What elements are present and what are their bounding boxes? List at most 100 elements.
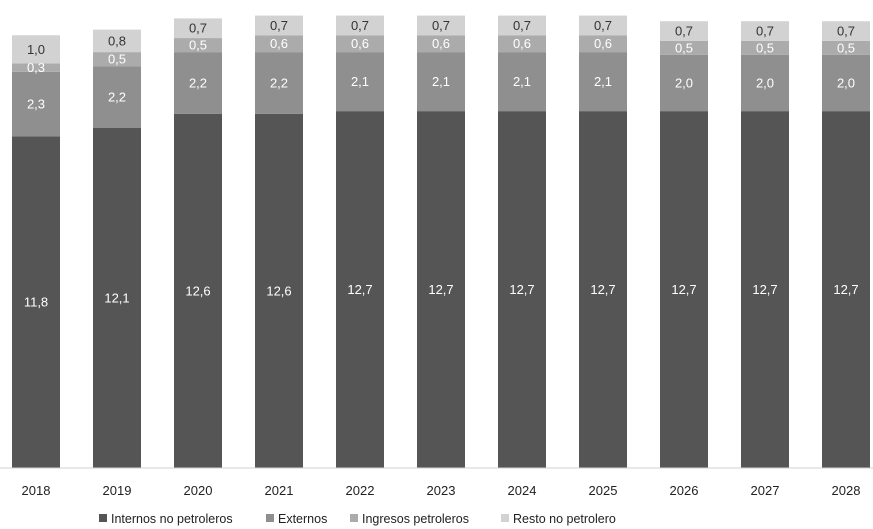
data-label: 12,7 <box>833 282 858 297</box>
bar-segment <box>741 54 789 112</box>
bar-segment <box>741 21 789 41</box>
bar-segment <box>417 15 465 36</box>
x-tick-labels: 2018 2019 2020 2021 2022 2023 2024 2025 2026 2027… <box>22 483 861 498</box>
bar-segment <box>498 111 546 468</box>
x-tick-label: 2023 <box>427 483 456 498</box>
bar-segment <box>336 15 384 36</box>
bar-segment <box>417 111 465 468</box>
bar-segment <box>498 52 546 112</box>
bar-segment <box>12 63 60 72</box>
bar-segment <box>417 35 465 53</box>
data-label: 0,6 <box>594 36 612 51</box>
x-tick-label: 2026 <box>670 483 699 498</box>
data-label: 0,6 <box>513 36 531 51</box>
data-label: 0,7 <box>432 18 450 33</box>
bar-segment <box>93 29 141 53</box>
bar-segment <box>822 40 870 55</box>
bar-segment <box>822 54 870 112</box>
data-label: 12,1 <box>104 290 129 305</box>
bar-segment <box>660 111 708 468</box>
bar-segment <box>93 66 141 128</box>
bar-segment <box>417 52 465 112</box>
data-label: 2,0 <box>837 76 855 91</box>
data-label: 0,5 <box>756 40 774 55</box>
legend-swatch <box>501 514 509 522</box>
bar-segment <box>579 111 627 468</box>
bar-segment <box>336 111 384 468</box>
data-label: 0,5 <box>837 40 855 55</box>
data-label: 0,7 <box>594 18 612 33</box>
bar-segment <box>579 35 627 53</box>
bar-segment <box>174 113 222 468</box>
legend-label: Externos <box>278 512 327 526</box>
data-label: 0,6 <box>270 36 288 51</box>
data-label: 12,6 <box>266 283 291 298</box>
bar-segment <box>255 52 303 114</box>
bar-segment <box>255 15 303 36</box>
data-label: 2,3 <box>27 97 45 112</box>
data-label: 2,2 <box>270 76 288 91</box>
legend: Internos no petroleros Externos Ingresos p… <box>99 512 616 526</box>
data-label: 2,1 <box>432 74 450 89</box>
data-label: 0,5 <box>189 38 207 53</box>
x-tick-label: 2025 <box>589 483 618 498</box>
x-tick-label: 2028 <box>832 483 861 498</box>
x-tick-label: 2022 <box>346 483 375 498</box>
x-tick-label: 2024 <box>508 483 537 498</box>
data-label: 12,7 <box>509 282 534 297</box>
bar-segment <box>12 35 60 64</box>
x-tick-label: 2018 <box>22 483 51 498</box>
bar-segment <box>660 54 708 112</box>
bar-segment <box>660 21 708 41</box>
legend-label: Resto no petrolero <box>513 512 616 526</box>
data-label: 2,1 <box>594 74 612 89</box>
bars-layer: 11,82,30,31,012,12,20,50,812,62,20,50,71… <box>12 15 870 469</box>
data-label: 12,7 <box>428 282 453 297</box>
data-label: 0,7 <box>513 18 531 33</box>
data-label: 0,5 <box>675 40 693 55</box>
data-label: 0,6 <box>432 36 450 51</box>
data-label: 0,5 <box>108 52 126 67</box>
bar-segment <box>93 52 141 67</box>
data-label: 2,1 <box>513 74 531 89</box>
bar-segment <box>822 21 870 41</box>
data-label: 0,7 <box>351 18 369 33</box>
data-label: 12,7 <box>752 282 777 297</box>
bar-segment <box>12 71 60 137</box>
legend-label: Internos no petroleros <box>111 512 233 526</box>
data-label: 0,6 <box>351 36 369 51</box>
bar-segment <box>174 18 222 39</box>
bar-segment <box>579 15 627 36</box>
legend-label: Ingresos petroleros <box>362 512 469 526</box>
legend-swatch <box>99 514 107 522</box>
legend-swatch <box>266 514 274 522</box>
data-label: 0,7 <box>756 24 774 39</box>
data-label: 2,2 <box>108 90 126 105</box>
bar-segment <box>579 52 627 112</box>
bar-segment <box>336 52 384 112</box>
x-tick-label: 2021 <box>265 483 294 498</box>
bar-segment <box>741 40 789 55</box>
data-label: 1,0 <box>27 42 45 57</box>
data-label: 12,7 <box>671 282 696 297</box>
bar-segment <box>255 35 303 53</box>
data-label: 0,7 <box>189 21 207 36</box>
data-label: 2,1 <box>351 74 369 89</box>
x-tick-label: 2027 <box>751 483 780 498</box>
bar-segment <box>174 38 222 53</box>
data-label: 11,8 <box>24 295 48 310</box>
bar-segment <box>498 15 546 36</box>
bar-segment <box>93 127 141 469</box>
data-label: 0,3 <box>27 60 45 75</box>
data-label: 2,0 <box>675 76 693 91</box>
data-label: 12,6 <box>185 283 210 298</box>
bar-segment <box>741 111 789 468</box>
bar-segment <box>822 111 870 468</box>
data-label: 2,2 <box>189 76 207 91</box>
x-tick-label: 2019 <box>103 483 132 498</box>
data-label: 0,7 <box>270 18 288 33</box>
data-label: 0,7 <box>675 24 693 39</box>
legend-swatch <box>350 514 358 522</box>
x-tick-label: 2020 <box>184 483 213 498</box>
